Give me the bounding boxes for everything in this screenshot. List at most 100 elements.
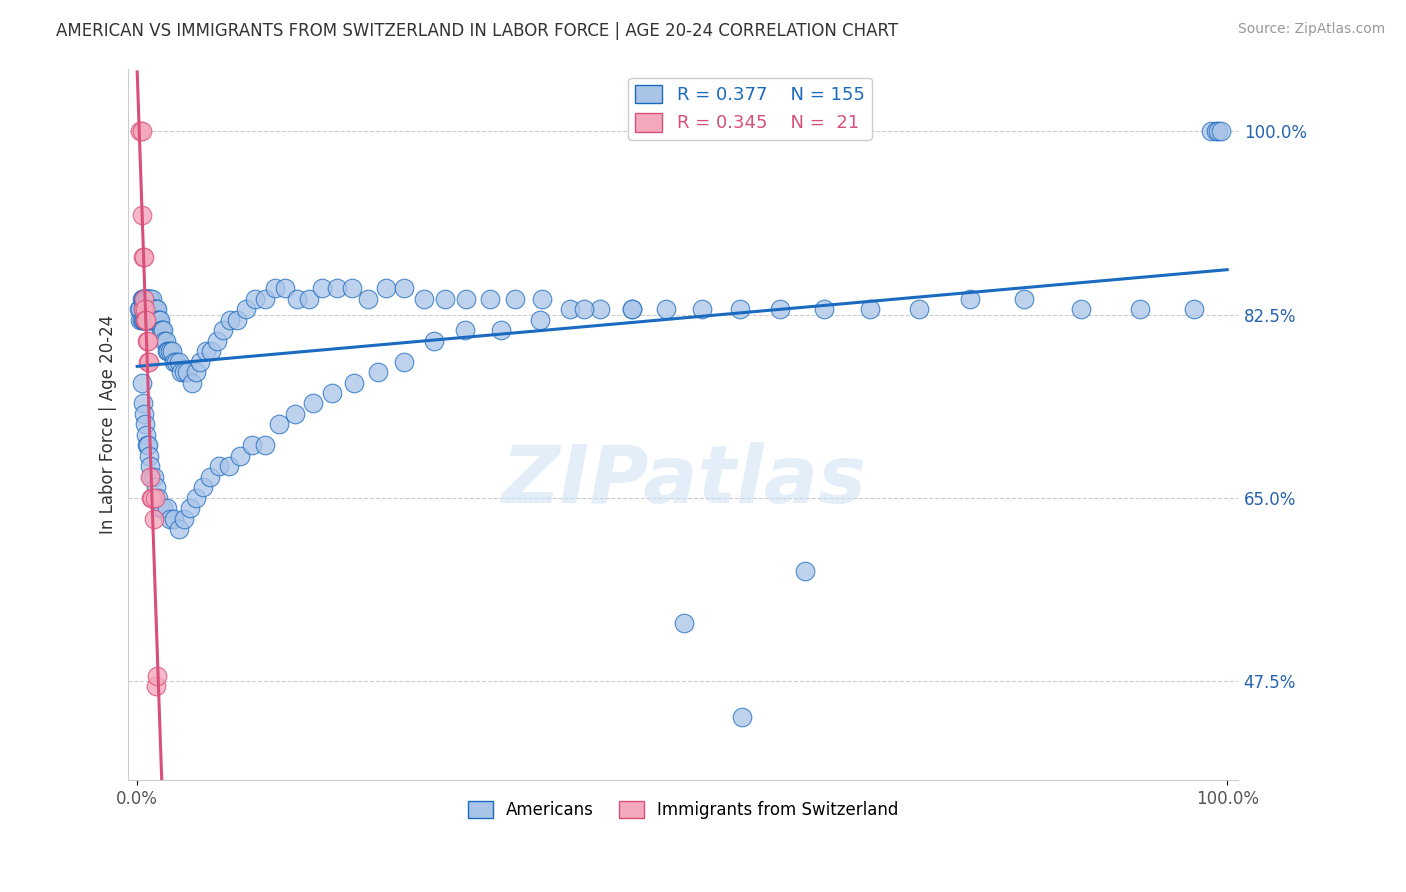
Point [589, 302, 612, 317]
Point [794, 564, 817, 578]
Point [136, 334, 159, 348]
Point [655, 302, 678, 317]
Point [145, 312, 167, 326]
Point [141, 292, 163, 306]
Point [136, 302, 159, 317]
Point [141, 491, 163, 505]
Point [505, 292, 527, 306]
Point [136, 438, 159, 452]
Point [311, 281, 333, 295]
Point [243, 292, 266, 306]
Point [128, 302, 150, 317]
Point [134, 302, 156, 317]
Point [1070, 302, 1092, 317]
Point [135, 302, 157, 317]
Point [859, 302, 882, 317]
Point [139, 302, 162, 317]
Point [1014, 292, 1036, 306]
Point [170, 365, 193, 379]
Point [136, 302, 159, 317]
Point [167, 522, 190, 536]
Point [226, 312, 249, 326]
Point [143, 491, 166, 505]
Text: ZIPatlas: ZIPatlas [501, 442, 866, 520]
Point [152, 501, 174, 516]
Text: AMERICAN VS IMMIGRANTS FROM SWITZERLAND IN LABOR FORCE | AGE 20-24 CORRELATION C: AMERICAN VS IMMIGRANTS FROM SWITZERLAND … [56, 22, 898, 40]
Point [530, 292, 553, 306]
Point [131, 292, 153, 306]
Point [131, 292, 153, 306]
Point [558, 302, 581, 317]
Point [321, 386, 343, 401]
Point [141, 312, 163, 326]
Point [146, 491, 169, 505]
Point [134, 312, 156, 326]
Point [454, 323, 477, 337]
Point [141, 491, 163, 505]
Point [131, 292, 153, 306]
Point [412, 292, 434, 306]
Point [150, 323, 173, 337]
Point [301, 396, 323, 410]
Point [433, 292, 456, 306]
Point [731, 710, 754, 724]
Point [136, 292, 159, 306]
Point [131, 396, 153, 410]
Point [208, 459, 231, 474]
Point [173, 511, 195, 525]
Point [274, 281, 297, 295]
Point [131, 302, 153, 317]
Point [131, 250, 153, 264]
Point [143, 302, 166, 317]
Point [132, 302, 155, 317]
Point [152, 323, 174, 337]
Point [135, 302, 157, 317]
Point [138, 449, 160, 463]
Point [132, 250, 155, 264]
Point [240, 438, 263, 452]
Point [135, 302, 157, 317]
Point [367, 365, 389, 379]
Point [422, 334, 444, 348]
Point [218, 459, 240, 474]
Legend: Americans, Immigrants from Switzerland: Americans, Immigrants from Switzerland [461, 794, 905, 825]
Point [728, 302, 751, 317]
Point [146, 302, 169, 317]
Point [156, 344, 179, 359]
Point [253, 438, 276, 452]
Point [132, 407, 155, 421]
Point [146, 312, 169, 326]
Point [191, 480, 214, 494]
Point [135, 428, 157, 442]
Point [131, 376, 153, 390]
Point [456, 292, 478, 306]
Point [959, 292, 981, 306]
Point [131, 302, 153, 317]
Point [136, 438, 159, 452]
Point [374, 281, 396, 295]
Point [621, 302, 644, 317]
Point [141, 302, 163, 317]
Point [138, 292, 160, 306]
Point [572, 302, 595, 317]
Point [136, 292, 159, 306]
Point [200, 344, 222, 359]
Point [155, 334, 177, 348]
Point [690, 302, 713, 317]
Point [136, 334, 159, 348]
Point [146, 312, 169, 326]
Point [131, 312, 153, 326]
Point [491, 323, 513, 337]
Point [1205, 124, 1227, 138]
Point [136, 302, 159, 317]
Point [263, 281, 285, 295]
Point [139, 312, 162, 326]
Point [184, 491, 207, 505]
Point [235, 302, 257, 317]
Point [131, 312, 153, 326]
Point [218, 312, 240, 326]
Point [138, 302, 160, 317]
Point [153, 334, 176, 348]
Point [148, 312, 170, 326]
Point [357, 292, 380, 306]
